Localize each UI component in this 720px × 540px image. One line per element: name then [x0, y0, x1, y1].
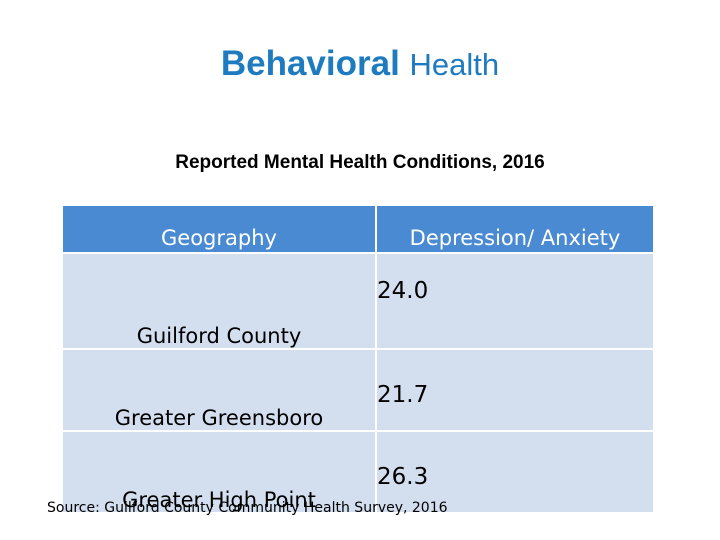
title-bold: Behavioral [220, 44, 400, 83]
table-row: Guilford County 24.0 [63, 252, 653, 349]
table-header-row: Geography Depression/ Anxiety [63, 206, 653, 253]
column-header-geography: Geography [63, 206, 376, 253]
column-header-depression-anxiety: Depression/ Anxiety [375, 206, 653, 253]
page-title: Behavioral Health [0, 44, 720, 84]
geography-cell: Greater Greensboro [63, 348, 376, 431]
value-cell: 26.3 [375, 430, 653, 512]
table-row: Greater Greensboro 21.7 [63, 348, 653, 431]
value-cell: 24.0 [375, 252, 653, 349]
source-note: Source: Guilford County Community Health… [47, 500, 448, 516]
value-cell: 21.7 [375, 348, 653, 431]
title-rest: Health [409, 47, 500, 82]
table-row: Greater High Point 26.3 [63, 430, 653, 512]
data-table: Geography Depression/ Anxiety Guilford C… [63, 206, 653, 512]
geography-cell: Guilford County [63, 252, 376, 349]
table-caption: Reported Mental Health Conditions, 2016 [175, 152, 545, 173]
geography-cell: Greater High Point [63, 430, 376, 512]
